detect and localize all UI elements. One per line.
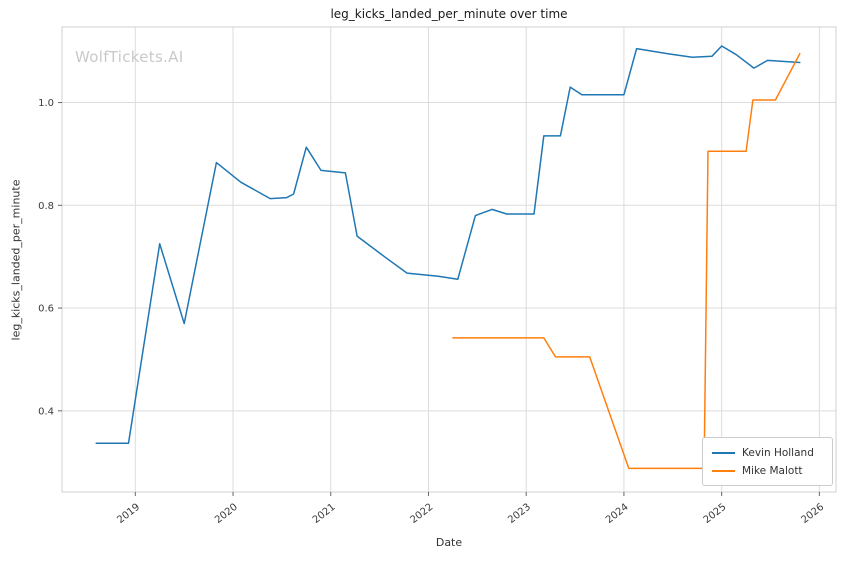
x-tick-label: 2026 <box>799 502 826 526</box>
legend-line-swatch-kevin-holland <box>712 451 735 454</box>
legend: Kevin Holland Mike Malott <box>702 437 833 486</box>
y-tick-label: 1.0 <box>38 98 54 109</box>
series-line-kevin-holland <box>95 45 801 444</box>
x-axis-label: Date <box>435 536 463 549</box>
legend-item: Mike Malott <box>712 465 823 477</box>
y-axis-label: leg_kicks_landed_per_minute <box>9 179 23 341</box>
legend-item: Kevin Holland <box>712 447 823 459</box>
watermark: WolfTickets.AI <box>75 48 184 66</box>
y-tick-label: 0.6 <box>38 304 54 315</box>
y-tick-label: 0.4 <box>38 406 54 417</box>
x-tick-label: 2020 <box>213 502 240 526</box>
plot-border <box>61 26 837 493</box>
x-tick-label: 2021 <box>311 502 338 526</box>
x-tick-label: 2023 <box>506 502 533 526</box>
y-tick-label: 0.8 <box>38 201 54 212</box>
legend-label: Mike Malott <box>742 464 803 477</box>
legend-line-swatch-mike-malott <box>712 469 735 472</box>
x-tick-label: 2019 <box>115 502 142 526</box>
legend-label: Kevin Holland <box>742 446 814 459</box>
series-line-mike-malott <box>452 52 801 470</box>
chart-title: leg_kicks_landed_per_minute over time <box>330 7 568 21</box>
x-tick-label: 2025 <box>702 502 729 526</box>
x-tick-label: 2022 <box>408 502 435 526</box>
x-tick-label: 2024 <box>604 502 631 526</box>
